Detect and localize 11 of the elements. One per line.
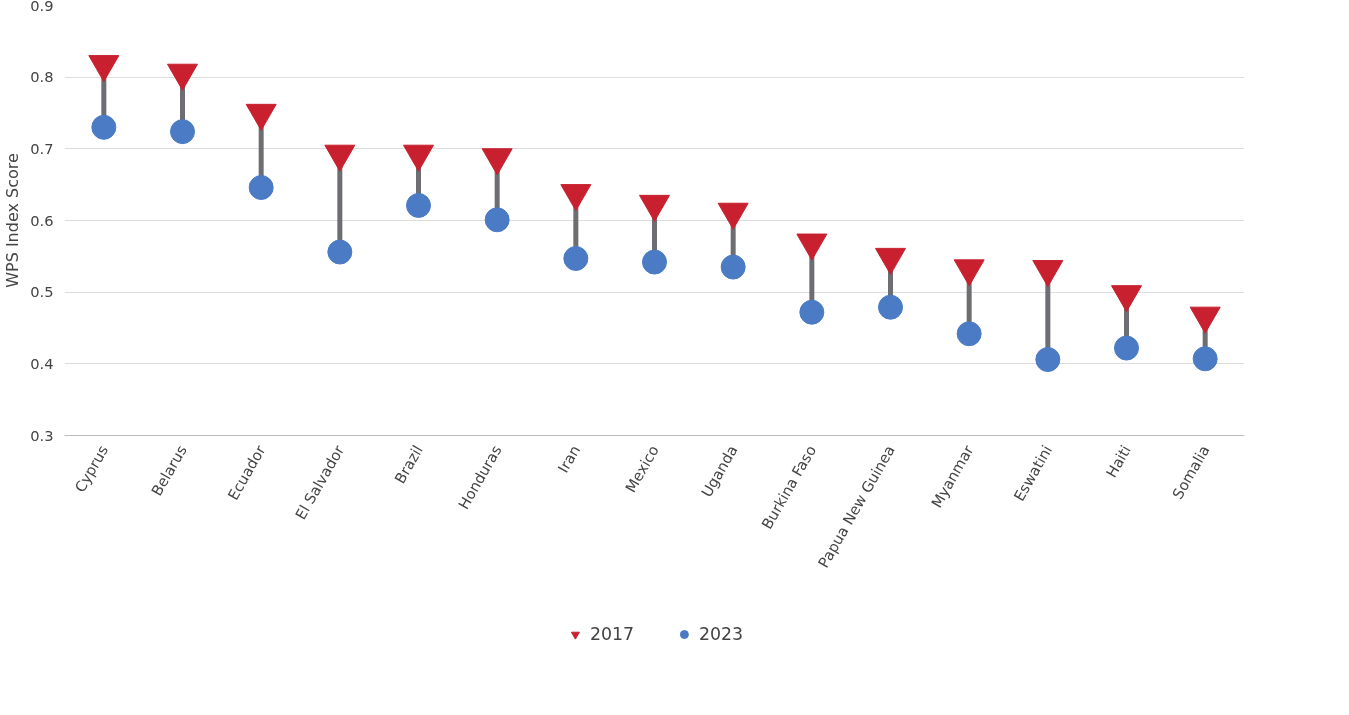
y-tick-label: 0.9 bbox=[30, 0, 54, 14]
y-tick-label: 0.7 bbox=[30, 139, 54, 157]
y-tick-label: 0.3 bbox=[30, 426, 54, 444]
y-tick-label: 0.6 bbox=[30, 211, 54, 229]
y-tick-label: 0.8 bbox=[30, 68, 54, 86]
x-tick-label: Iran bbox=[554, 442, 584, 476]
y-axis-title: WPS Index Score bbox=[3, 153, 23, 288]
legend-label: 2023 bbox=[699, 623, 744, 644]
legend-label: 2017 bbox=[589, 623, 634, 644]
y-tick-label: 0.4 bbox=[30, 354, 54, 372]
y-tick-label: 0.5 bbox=[30, 283, 54, 301]
